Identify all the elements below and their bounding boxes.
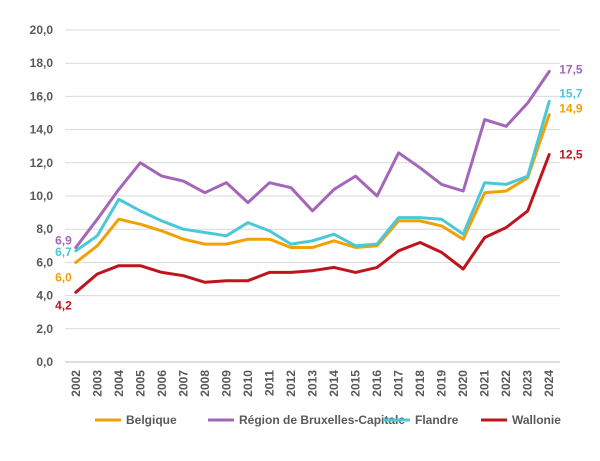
data-label-last: 15,7 xyxy=(559,86,583,100)
x-tick-label: 2019 xyxy=(435,370,449,397)
y-tick-label: 14,0 xyxy=(30,123,54,137)
legend-label: Belgique xyxy=(126,413,177,427)
x-tick-label: 2012 xyxy=(284,370,298,397)
legend-item: Belgique xyxy=(95,413,177,427)
series-line xyxy=(74,70,551,249)
x-tick-label: 2011 xyxy=(262,370,276,396)
y-tick-label: 0,0 xyxy=(36,355,53,369)
data-label-first: 6,0 xyxy=(55,270,72,284)
x-axis: 2002 2003 2004 2005 2006 2007 2008 2009 2010 2011… xyxy=(69,370,556,397)
y-tick-label: 16,0 xyxy=(30,89,54,103)
y-tick-label: 18,0 xyxy=(30,56,54,70)
x-tick-label: 2023 xyxy=(521,370,535,397)
legend-label: Région de Bruxelles-Capitale xyxy=(239,413,405,427)
y-tick-label: 10,0 xyxy=(30,189,54,203)
x-tick-label: 2010 xyxy=(241,370,255,397)
x-tick-label: 2022 xyxy=(499,370,513,397)
legend-label: Wallonie xyxy=(512,413,561,427)
gridlines xyxy=(65,29,560,363)
series-line xyxy=(74,153,551,294)
x-tick-label: 2017 xyxy=(392,370,406,397)
legend-item: Flandre xyxy=(384,413,459,427)
data-label-last: 12,5 xyxy=(559,148,583,162)
y-tick-label: 8,0 xyxy=(36,222,53,236)
data-label-last: 17,5 xyxy=(559,63,583,77)
series-lines xyxy=(74,70,551,294)
y-tick-label: 4,0 xyxy=(36,289,53,303)
x-tick-label: 2020 xyxy=(456,370,470,397)
x-tick-label: 2013 xyxy=(306,370,320,397)
legend-item: Région de Bruxelles-Capitale xyxy=(208,413,405,427)
y-tick-label: 2,0 xyxy=(36,322,53,336)
data-labels: 6,0 14,9 6,9 17,5 6,7 15,7 4,2 12,5 xyxy=(55,63,583,313)
x-tick-label: 2005 xyxy=(133,370,147,397)
data-label-first: 6,9 xyxy=(55,233,72,247)
series-line xyxy=(74,113,551,264)
y-tick-label: 20,0 xyxy=(30,23,54,37)
x-tick-label: 2018 xyxy=(413,370,427,397)
x-tick-label: 2008 xyxy=(198,370,212,397)
y-tick-label: 12,0 xyxy=(30,156,54,170)
data-label-first: 6,7 xyxy=(55,245,72,259)
legend-item: Wallonie xyxy=(481,413,561,427)
x-tick-label: 2009 xyxy=(219,370,233,397)
x-tick-label: 2016 xyxy=(370,370,384,397)
x-tick-label: 2021 xyxy=(478,370,492,397)
x-tick-label: 2014 xyxy=(327,370,341,397)
legend-label: Flandre xyxy=(415,413,459,427)
x-tick-label: 2007 xyxy=(176,370,190,397)
legend: Belgique Région de Bruxelles-Capitale Flan… xyxy=(95,413,561,427)
x-tick-label: 2024 xyxy=(542,370,556,397)
y-axis: 0,0 2,0 4,0 6,0 8,0 10,0 12,0 14,0 16,0 18,0 20,0 xyxy=(30,23,54,369)
x-tick-label: 2003 xyxy=(90,370,104,397)
x-tick-label: 2004 xyxy=(112,370,126,397)
x-tick-label: 2002 xyxy=(69,370,83,397)
series-line xyxy=(74,99,551,253)
y-tick-label: 6,0 xyxy=(36,255,53,269)
data-label-first: 4,2 xyxy=(55,298,72,312)
x-tick-label: 2006 xyxy=(155,370,169,397)
x-tick-label: 2015 xyxy=(349,370,363,397)
data-label-last: 14,9 xyxy=(559,102,583,116)
